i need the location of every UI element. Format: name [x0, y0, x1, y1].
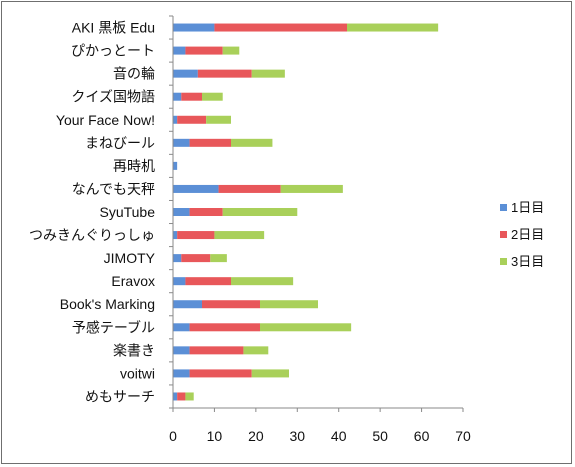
x-tick-label: 30	[289, 428, 305, 444]
bar-segment	[173, 231, 178, 240]
x-tick-label: 70	[455, 428, 471, 444]
legend-swatch	[500, 231, 507, 238]
bar-segment	[181, 92, 202, 101]
bar-segment	[189, 346, 244, 355]
bar-segment	[173, 346, 190, 355]
bar-segment	[222, 208, 298, 216]
x-tick-label: 60	[414, 428, 430, 444]
bars-layer	[173, 23, 439, 401]
category-label: ぴかっとート	[71, 43, 155, 59]
bar-segment	[173, 323, 190, 332]
bar-segment	[347, 23, 439, 32]
bar-segment	[197, 69, 252, 78]
category-label: クイズ国物語	[71, 89, 155, 105]
bar-segment	[173, 138, 190, 147]
bar-segment	[173, 23, 215, 32]
bar-segment	[189, 369, 252, 378]
category-label: Eravox	[111, 273, 155, 289]
category-label: JIMOTY	[104, 250, 156, 266]
bar-segment	[173, 161, 178, 170]
bar-segment	[185, 277, 231, 286]
bar-segment	[189, 138, 231, 147]
legend-label: 1日目	[511, 200, 544, 215]
bar-segment	[185, 392, 194, 401]
bar-segment	[173, 184, 219, 193]
bar-segment	[243, 346, 269, 355]
bar-segment	[251, 69, 285, 78]
bar-segment	[214, 23, 347, 32]
category-label: めもサーチ	[85, 388, 155, 404]
bar-segment	[173, 277, 186, 286]
legend-swatch	[500, 204, 507, 211]
bar-segment	[202, 300, 260, 309]
category-label: 楽書き	[113, 342, 155, 358]
bar-segment	[173, 254, 182, 263]
bar-segment	[173, 369, 190, 378]
bar-segment	[231, 138, 273, 147]
category-label: 予感テーブル	[72, 319, 155, 335]
legend-label: 2日目	[511, 227, 544, 242]
bar-segment	[231, 277, 294, 286]
bar-segment	[222, 46, 240, 55]
legend-swatch	[500, 258, 507, 265]
bar-segment	[260, 300, 318, 309]
category-label: AKI 黒板 Edu	[72, 20, 155, 36]
bar-segment	[218, 184, 281, 193]
bar-segment	[189, 323, 260, 332]
bar-segment	[189, 208, 223, 216]
category-label: SyuTube	[99, 204, 155, 220]
bar-segment	[181, 254, 211, 263]
bar-segment	[280, 184, 343, 193]
category-label: 音の輪	[113, 66, 155, 82]
x-tick-label: 10	[207, 428, 223, 444]
bar-segment	[173, 208, 190, 216]
bar-segment	[185, 46, 223, 55]
axes-layer	[169, 15, 464, 412]
category-label: voitwi	[120, 365, 155, 381]
bar-segment	[251, 369, 289, 378]
bar-segment	[173, 115, 178, 124]
category-label: つみきんぐりっしゅ	[29, 227, 155, 243]
bar-segment	[206, 115, 231, 124]
bar-segment	[260, 323, 352, 332]
x-tick-label: 40	[331, 428, 347, 444]
bar-segment	[214, 231, 265, 240]
x-tick-label: 50	[372, 428, 388, 444]
bar-segment	[210, 254, 227, 263]
bar-segment	[173, 46, 186, 55]
category-label: Book's Marking	[60, 296, 155, 312]
category-label: Your Face Now!	[56, 112, 155, 128]
bar-segment	[173, 392, 178, 401]
bar-segment	[177, 231, 215, 240]
x-tick-label: 0	[169, 428, 177, 444]
bar-segment	[173, 69, 198, 78]
category-label: 再時机	[113, 158, 155, 174]
bar-segment	[202, 92, 223, 101]
legend-label: 3日目	[511, 254, 544, 269]
bar-segment	[177, 392, 186, 401]
category-label: なんでも天秤	[72, 181, 155, 197]
x-tick-label: 20	[248, 428, 264, 444]
bar-segment	[173, 300, 202, 309]
bar-segment	[177, 115, 207, 124]
category-label: まねびール	[85, 135, 155, 151]
legend: 1日目 2日目 3日目	[500, 200, 544, 269]
bar-segment	[173, 92, 182, 101]
